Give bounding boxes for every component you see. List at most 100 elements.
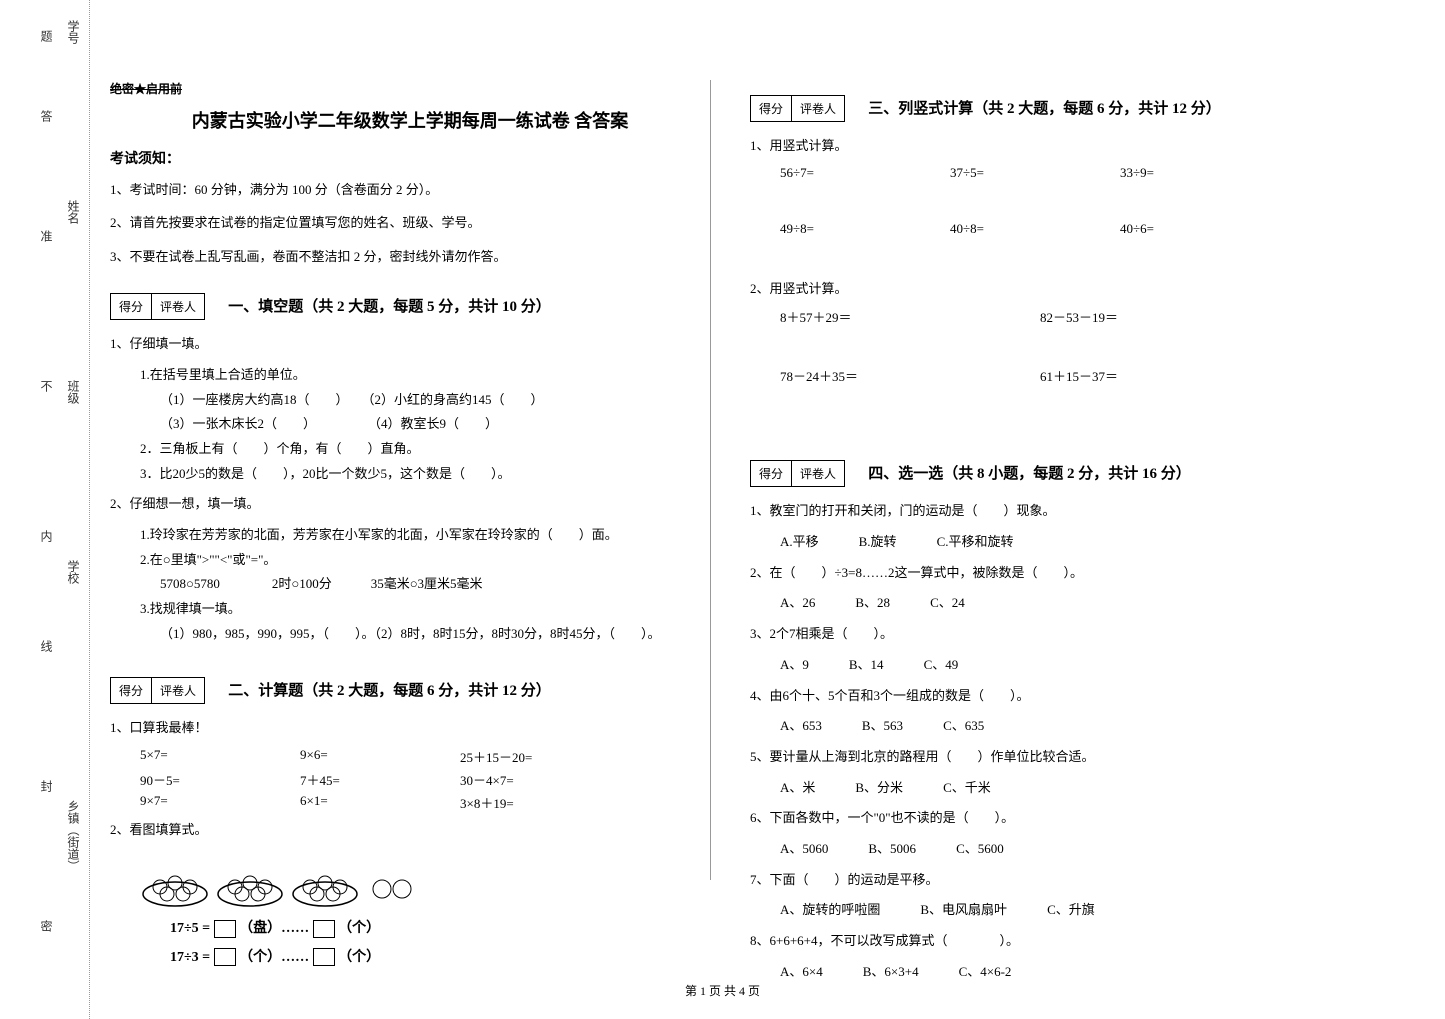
- s1-q1-1a: （1）一座楼房大约高18（ ） （2）小红的身高约145（ ）: [160, 388, 710, 413]
- vert-r1: 56÷7= 37÷5= 33÷9=: [780, 165, 1350, 181]
- s4-opt: B、28: [855, 595, 890, 610]
- plates-svg: [140, 849, 440, 909]
- score-box-1: 得分 评卷人: [110, 293, 205, 320]
- s4-opt: B、14: [849, 657, 884, 672]
- eq1-box1: [214, 920, 236, 938]
- s4-q2: 2、在（ ）÷3=8……2这一算式中，被除数是（ ）。: [750, 561, 1350, 586]
- v3-1: 8＋57＋29＝: [780, 307, 1040, 326]
- vert-r3: 8＋57＋29＝ 82－53－19＝: [780, 307, 1350, 326]
- score-left-2: 得分: [111, 678, 152, 703]
- binding-label-banji: 班级: [65, 380, 82, 404]
- s4-opt: A、旋转的呼啦圈: [780, 902, 880, 917]
- score-right-4: 评卷人: [792, 461, 844, 486]
- eq1-u2: （个）: [338, 921, 380, 936]
- calc-1-1: 5×7=: [140, 747, 300, 766]
- s4-opts8: A、6×4B、6×3+4C、4×6-2: [780, 960, 1350, 985]
- eq1-box2: [313, 920, 335, 938]
- calc-1-3: 25＋15－20=: [460, 747, 620, 766]
- hint-ti: 题: [38, 30, 55, 42]
- hint-nei: 内: [38, 530, 55, 542]
- s1-q2-3: 3.找规律填一填。: [140, 597, 710, 622]
- s1-q2-1: 1.玲玲家在芳芳家的北面，芳芳家在小军家的北面，小军家在玲玲家的（ ）面。: [140, 523, 710, 548]
- s2-q2: 2、看图填算式。: [110, 818, 710, 843]
- calc-2-2: 7＋45=: [300, 770, 460, 789]
- v1-1: 56÷7=: [780, 165, 950, 181]
- section4-container: 1、教室门的打开和关闭，门的运动是（ ）现象。 A.平移 B.旋转 C.平移和旋转 2、…: [750, 499, 1350, 984]
- v2-3: 40÷6=: [1120, 221, 1290, 237]
- hint-da: 答: [38, 110, 55, 122]
- hint-feng: 封: [38, 780, 55, 792]
- hint-zhun: 准: [38, 230, 55, 242]
- s4-opt: A、26: [780, 595, 815, 610]
- binding-label-xuexiao: 学校: [65, 560, 82, 584]
- s4-opt: C、5600: [956, 841, 1004, 856]
- s3-q2: 2、用竖式计算。: [750, 277, 1350, 302]
- v2-2: 40÷8=: [950, 221, 1120, 237]
- binding-column: 学号 姓名 班级 学校 乡镇（街道） 题 答 准 不 内 线 封 密: [0, 0, 90, 1019]
- s2-q1: 1、口算我最棒！: [110, 716, 710, 741]
- score-right-2: 评卷人: [152, 678, 204, 703]
- s4-opt: A、5060: [780, 841, 828, 856]
- vert-r4: 78－24＋35＝ 61＋15－37＝: [780, 366, 1350, 385]
- s1-q1-2: 2．三角板上有（ ）个角，有（ ）直角。: [140, 437, 710, 462]
- s4-q3: 3、2个7相乘是（ ）。: [750, 622, 1350, 647]
- notice-2: 2、请首先按要求在试卷的指定位置填写您的姓名、班级、学号。: [110, 211, 710, 234]
- s1-q1: 1、仔细填一填。: [110, 332, 710, 357]
- s4-q7: 7、下面（ ）的运动是平移。: [750, 868, 1350, 893]
- s4-opts4: A、653B、563C、635: [780, 714, 1350, 739]
- calc-2-3: 30－4×7=: [460, 770, 620, 789]
- eq-line-1: 17÷5 = （盘）…… （个）: [170, 917, 710, 938]
- s4-opt: A、6×4: [780, 964, 823, 979]
- s4-opts2: A、26 B、28 C、24: [780, 591, 1350, 616]
- notice-title: 考试须知：: [110, 148, 710, 168]
- calc-2-1: 90－5=: [140, 770, 300, 789]
- v4-2: 61＋15－37＝: [1040, 366, 1210, 385]
- s4-opt: C、升旗: [1047, 902, 1095, 917]
- score-box-2: 得分 评卷人: [110, 677, 205, 704]
- s1-q2-2a: 5708○5780 2时○100分 35毫米○3厘米5毫米: [160, 572, 710, 597]
- hint-bu: 不: [38, 380, 55, 392]
- right-column: 得分 评卷人 三、列竖式计算（共 2 大题，每题 6 分，共计 12 分） 1、…: [750, 80, 1350, 984]
- section1-title: 一、填空题（共 2 大题，每题 5 分，共计 10 分）: [228, 295, 551, 316]
- eq1-u1: （盘）……: [239, 921, 309, 936]
- calc-row-2: 90－5= 7＋45= 30－4×7=: [140, 770, 710, 789]
- eq2-u2: （个）: [338, 950, 380, 965]
- s4-opt: C、千米: [943, 780, 991, 795]
- s4-q1: 1、教室门的打开和关闭，门的运动是（ ）现象。: [750, 499, 1350, 524]
- eq2-u1: （个）……: [239, 950, 309, 965]
- s1-q1-3: 3．比20少5的数是（ ），20比一个数少5，这个数是（ ）。: [140, 462, 710, 487]
- section4-title: 四、选一选（共 8 小题，每题 2 分，共计 16 分）: [868, 462, 1191, 483]
- s4-opts5: A、米B、分米C、千米: [780, 776, 1350, 801]
- eq2-box1: [214, 948, 236, 966]
- s1-q1-1b: （3）一张木床长2（ ） （4）教室长9（ ）: [160, 412, 710, 437]
- s4-opt: B、分米: [855, 780, 903, 795]
- s4-q6: 6、下面各数中，一个"0"也不读的是（ ）。: [750, 806, 1350, 831]
- plate-diagram: [140, 849, 710, 909]
- vert-r2: 49÷8= 40÷8= 40÷6=: [780, 221, 1350, 237]
- main-content: 绝密★启用前 内蒙古实验小学二年级数学上学期每周一练试卷 含答案 考试须知： 1…: [110, 80, 1390, 984]
- s4-opt: C.平移和旋转: [937, 534, 1014, 549]
- calc-row-3: 9×7= 6×1= 3×8＋19=: [140, 793, 710, 812]
- s4-opts1: A.平移 B.旋转 C.平移和旋转: [780, 530, 1350, 555]
- score-right: 评卷人: [152, 294, 204, 319]
- s4-opt: B、电风扇扇叶: [920, 902, 1007, 917]
- s4-q8: 8、6+6+6+4，不可以改写成算式（ ）。: [750, 929, 1350, 954]
- page-footer: 第 1 页 共 4 页: [0, 982, 1445, 999]
- s4-opt: B.旋转: [859, 534, 897, 549]
- score-right-3: 评卷人: [792, 96, 844, 121]
- s4-opt: C、24: [930, 595, 965, 610]
- notice-1: 1、考试时间：60 分钟，满分为 100 分（含卷面分 2 分）。: [110, 178, 710, 201]
- eq-line-2: 17÷3 = （个）…… （个）: [170, 946, 710, 967]
- s1-q1-1: 1.在括号里填上合适的单位。: [140, 363, 710, 388]
- calc-1-2: 9×6=: [300, 747, 460, 766]
- s4-opt: A.平移: [780, 534, 819, 549]
- s4-opts3: A、9B、14C、49: [780, 653, 1350, 678]
- score-left-3: 得分: [751, 96, 792, 121]
- s4-opt: A、9: [780, 657, 809, 672]
- v4-1: 78－24＋35＝: [780, 366, 1040, 385]
- score-box-3: 得分 评卷人: [750, 95, 845, 122]
- hint-mi: 密: [38, 920, 55, 932]
- s1-q2-3a: （1）980，985，990，995，（ ）。（2）8时，8时15分，8时30分…: [160, 622, 710, 647]
- s4-opt: B、6×3+4: [863, 964, 919, 979]
- binding-label-xiangzhen: 乡镇（街道）: [65, 800, 82, 872]
